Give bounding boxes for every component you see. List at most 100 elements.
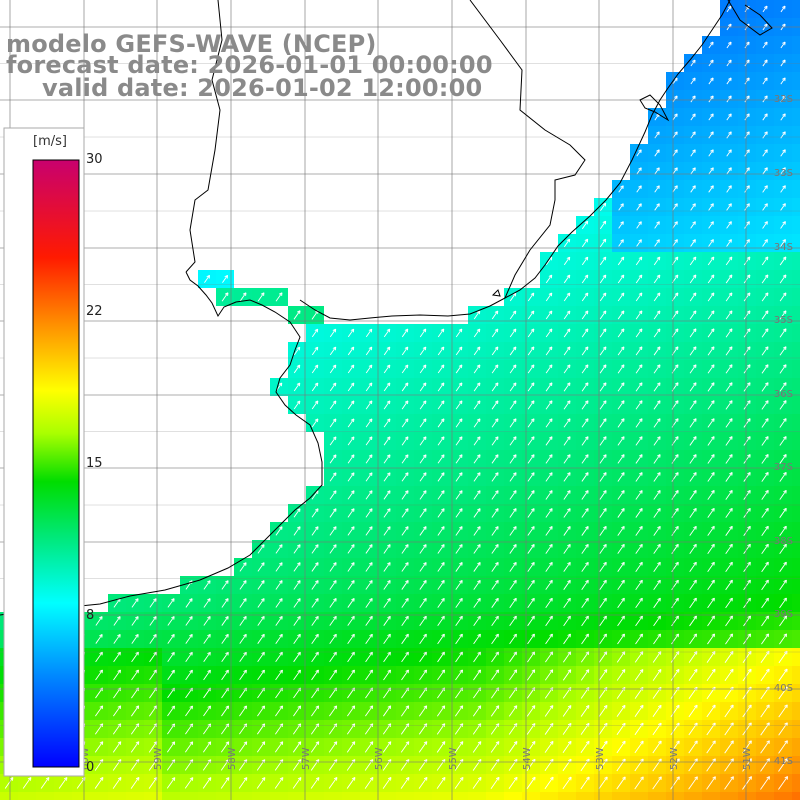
wind-arrow: [311, 346, 319, 356]
wind-arrow: [761, 615, 769, 627]
wind-arrow: [509, 346, 517, 356]
wind-arrow: [634, 722, 644, 736]
wind-arrow: [580, 776, 590, 790]
wind-arrow: [762, 95, 768, 103]
wind-arrow: [22, 777, 32, 789]
wind-arrow: [239, 580, 247, 590]
field-cell: [792, 54, 800, 72]
wind-arrow: [726, 59, 732, 67]
wind-arrow: [347, 508, 355, 518]
wind-arrow: [203, 598, 211, 608]
wind-arrow: [527, 651, 536, 663]
field-cell: [792, 684, 800, 702]
wind-arrow: [383, 580, 391, 590]
lat-lon-labels: 32S33S34S35S36S37S38S39S40S41S61W60W59W5…: [6, 94, 793, 770]
wind-arrow: [780, 95, 786, 103]
lat-label: 37S: [774, 462, 793, 473]
wind-arrow: [437, 669, 445, 681]
wind-arrow: [112, 741, 122, 753]
wind-arrow: [347, 705, 356, 717]
wind-arrow: [617, 561, 625, 572]
wind-arrow: [130, 705, 140, 717]
wind-arrow: [581, 579, 589, 590]
wind-arrow: [311, 418, 319, 428]
wind-arrow: [779, 364, 787, 374]
wind-arrow: [617, 328, 625, 338]
wind-arrow: [761, 507, 769, 518]
wind-arrow: [491, 436, 499, 446]
wind-arrow: [563, 418, 571, 428]
wind-arrow: [707, 490, 715, 500]
wind-arrow: [617, 633, 625, 645]
wind-arrow: [761, 418, 769, 428]
wind-arrow: [329, 651, 337, 663]
wind-arrow: [473, 562, 481, 572]
wind-arrow: [347, 346, 355, 356]
wind-arrow: [581, 328, 589, 338]
field-cell: [360, 792, 378, 800]
wind-arrow: [527, 508, 535, 518]
wind-arrow: [689, 436, 697, 446]
wind-arrow: [762, 185, 768, 193]
wind-arrow: [708, 77, 714, 85]
wind-arrow: [635, 418, 643, 428]
wind-arrow: [690, 239, 696, 247]
field-cell: [792, 108, 800, 126]
wind-arrow: [383, 598, 391, 608]
wind-arrow: [113, 616, 121, 626]
wind-arrow: [580, 669, 590, 681]
wind-arrow: [707, 507, 715, 518]
wind-arrow: [653, 561, 661, 572]
field-cell: [702, 792, 720, 800]
wind-arrow: [382, 705, 392, 717]
wind-arrow: [617, 292, 625, 302]
wind-arrow: [743, 436, 751, 446]
field-cell: [144, 792, 162, 800]
wind-arrow: [724, 722, 734, 736]
wind-arrow: [581, 310, 589, 320]
wind-arrow: [599, 597, 607, 609]
wind-arrow: [762, 41, 768, 49]
field-cell: [792, 720, 800, 738]
wind-arrow: [724, 776, 734, 790]
wind-arrow: [706, 668, 716, 681]
wind-arrow: [743, 382, 751, 392]
wind-arrow: [329, 615, 337, 626]
wind-arrow: [239, 669, 247, 681]
wind-arrow: [545, 292, 553, 302]
wind-arrow: [581, 382, 589, 392]
wind-arrow: [726, 149, 732, 157]
wind-arrow: [652, 758, 662, 772]
wind-arrow: [346, 777, 356, 789]
wind-arrow: [761, 489, 769, 500]
wind-arrow: [437, 615, 445, 626]
wind-arrow: [437, 490, 445, 500]
lagoon-2: [727, 0, 773, 36]
wind-arrow: [329, 598, 337, 608]
wind-arrow: [131, 634, 139, 644]
wind-arrow: [365, 580, 373, 590]
wind-arrow: [509, 508, 517, 518]
wind-arrow: [707, 364, 715, 374]
wind-arrow: [455, 400, 463, 410]
wind-arrow: [293, 705, 302, 717]
wind-arrow: [347, 382, 355, 392]
wind-arrow: [455, 544, 463, 554]
wind-arrow: [707, 579, 715, 591]
wind-arrow: [635, 490, 643, 500]
wind-arrow: [725, 472, 733, 482]
wind-arrow: [544, 705, 554, 717]
wind-arrow: [275, 526, 283, 536]
wind-arrow: [744, 95, 750, 103]
wind-arrow: [508, 741, 518, 753]
wind-arrow: [221, 651, 229, 663]
wind-arrow: [599, 238, 607, 248]
wind-arrow: [654, 149, 660, 157]
wind-arrow: [274, 723, 284, 735]
wind-arrow: [762, 5, 768, 13]
wind-arrow: [221, 292, 229, 302]
wind-arrow: [707, 633, 715, 645]
wind-arrow: [346, 741, 356, 753]
wind-arrow: [779, 543, 787, 555]
